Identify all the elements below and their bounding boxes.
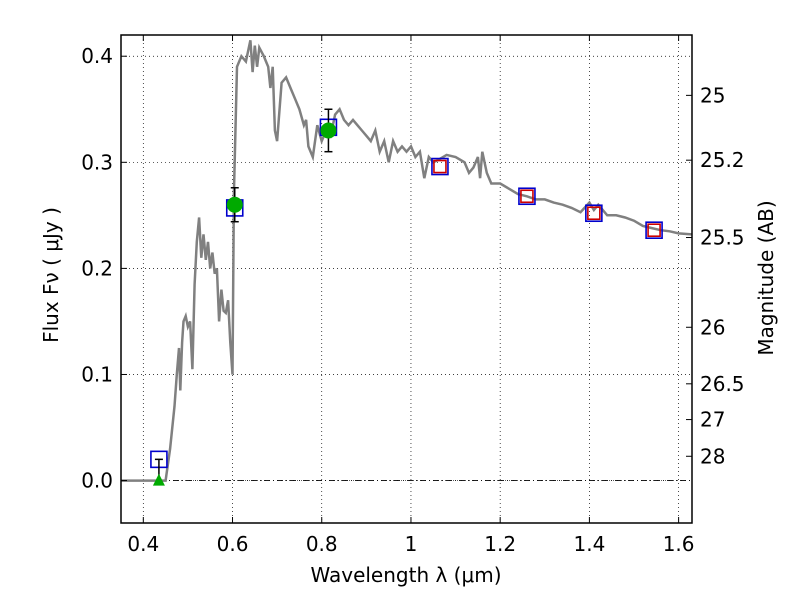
- model-square-blue: [431, 157, 449, 176]
- x-tick-label: 0.8: [306, 532, 338, 556]
- y-tick-label: 0.1: [81, 362, 113, 386]
- model-square-red: [520, 189, 534, 204]
- right-tick-label: 28: [700, 444, 725, 468]
- x-tick-label: 0.4: [127, 532, 159, 556]
- right-tick-label: 26.5: [700, 372, 745, 396]
- x-axis-ticks: 0.4 0.6 0.8 1 1.2 1.4 1.6: [127, 35, 695, 556]
- x-axis-label: Wavelength λ (μm): [310, 563, 501, 587]
- y-axis-ticks: 0.0 0.1 0.2 0.3 0.4: [81, 44, 127, 493]
- model-square-blue: [645, 221, 663, 239]
- grid-lines: [121, 35, 692, 523]
- upper-limit-point: [152, 473, 165, 486]
- right-axis-label: Magnitude (AB): [754, 200, 778, 355]
- x-tick-label: 0.6: [217, 532, 249, 556]
- photometry-point: [226, 196, 243, 213]
- y-axis-label: Flux Fν ( μJy ): [39, 207, 63, 343]
- x-tick-label: 1.6: [663, 532, 695, 556]
- right-tick-label: 25.2: [700, 148, 745, 172]
- model-square-red: [587, 206, 601, 221]
- right-axis-ticks: 25 25.2 25.5 26 26.5 27 28: [686, 83, 745, 468]
- spectrum-line: [121, 40, 692, 482]
- model-square-red: [433, 159, 447, 174]
- data-series: [121, 40, 692, 486]
- y-tick-label: 0.0: [81, 469, 113, 493]
- model-square-blue: [518, 187, 536, 206]
- y-tick-label: 0.3: [81, 150, 113, 174]
- right-tick-label: 26: [700, 315, 725, 339]
- right-tick-label: 25: [700, 83, 725, 107]
- photometry-point: [320, 122, 337, 139]
- x-tick-label: 1: [405, 532, 418, 556]
- y-tick-label: 0.4: [81, 44, 113, 68]
- model-square-blue: [585, 204, 603, 223]
- x-tick-label: 1.4: [573, 532, 605, 556]
- right-tick-label: 27: [700, 408, 725, 432]
- x-tick-label: 1.2: [484, 532, 516, 556]
- plot-frame: [120, 34, 693, 524]
- right-tick-label: 25.5: [700, 226, 745, 250]
- model-square-red: [647, 223, 661, 237]
- y-tick-label: 0.2: [81, 256, 113, 280]
